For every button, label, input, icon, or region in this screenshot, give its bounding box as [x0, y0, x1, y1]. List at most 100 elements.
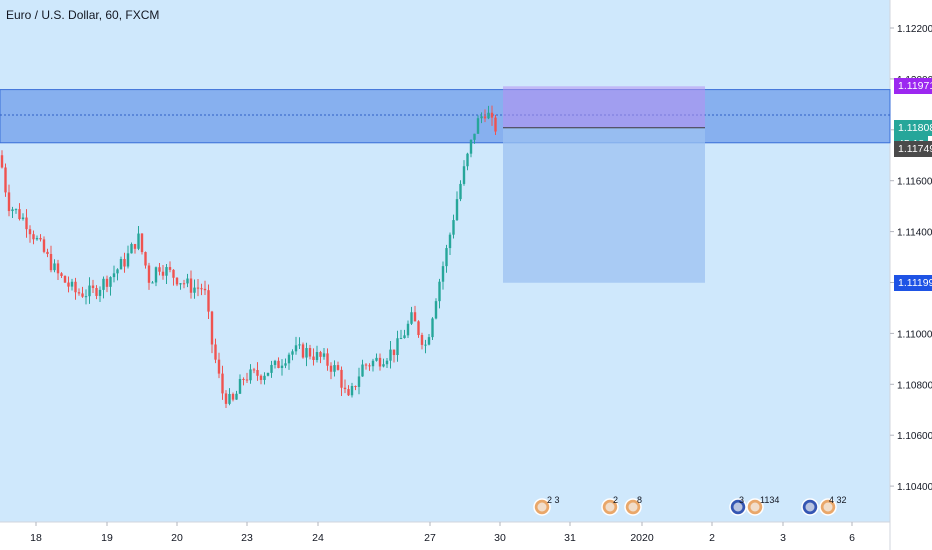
candle-up: [126, 253, 130, 267]
candle-down: [329, 365, 333, 372]
candle-down: [494, 117, 497, 132]
candle-up: [441, 266, 445, 282]
event-count-label: 2: [613, 495, 618, 505]
time-tick-label: 18: [30, 532, 42, 544]
event-flag-icon: [733, 502, 743, 512]
candle-up: [116, 269, 119, 274]
candle-up: [375, 357, 378, 361]
candle-down: [77, 292, 81, 294]
candle-down: [25, 217, 28, 230]
candle-up: [431, 318, 434, 338]
event-markers: 2 3 2 8 3 1134 4 32: [533, 495, 847, 516]
time-tick-label: 31: [564, 532, 576, 544]
candle-down: [200, 288, 203, 290]
candle-up: [35, 238, 39, 240]
candle-up: [294, 345, 298, 352]
time-tick-label: 20: [171, 532, 183, 544]
candle-up: [11, 209, 14, 212]
candle-down: [413, 312, 417, 322]
candle-up: [249, 369, 252, 381]
candle-down: [196, 287, 200, 289]
candle-up: [459, 183, 462, 200]
price-tick-label: 1.11000: [897, 329, 932, 340]
event-flag-icon: [537, 502, 547, 512]
time-tick-label: 24: [312, 532, 324, 544]
candle-up: [333, 365, 336, 372]
candle-down: [182, 283, 186, 285]
candle-up: [315, 352, 319, 360]
candle-up: [284, 363, 287, 366]
candle-up: [298, 344, 301, 346]
candle-down: [420, 335, 424, 345]
candle-down: [144, 252, 147, 266]
candle-up: [399, 338, 403, 340]
candle-up: [280, 365, 284, 368]
candle-down: [60, 273, 63, 276]
candle-up: [410, 312, 413, 324]
time-tick-label: 3: [780, 532, 786, 544]
event-count-label: 2 3: [547, 495, 560, 505]
price-tick-label: 1.11400: [897, 228, 932, 239]
candle-down: [256, 370, 259, 376]
event-count-label: 8: [637, 495, 642, 505]
candle-down: [343, 387, 347, 390]
candle-up: [235, 393, 238, 400]
time-axis-background: [0, 522, 890, 550]
candle-down: [4, 167, 7, 193]
candle-down: [32, 234, 35, 240]
candle-down: [378, 357, 382, 367]
candle-up: [151, 282, 154, 284]
event-count-label: 1134: [760, 495, 779, 505]
candle-up: [154, 267, 158, 283]
candle-up: [396, 338, 399, 356]
candle-up: [455, 199, 459, 221]
candle-up: [466, 153, 469, 167]
candle-down: [336, 365, 340, 370]
candle-down: [81, 293, 84, 297]
candle-down: [364, 364, 368, 366]
candle-up: [291, 351, 294, 355]
candle-down: [7, 192, 11, 212]
candle-down: [0, 155, 4, 168]
candle-down: [49, 253, 53, 271]
candle-up: [385, 360, 389, 365]
candle-down: [123, 258, 126, 267]
candle-down: [224, 393, 228, 404]
candle-up: [109, 277, 112, 287]
candle-up: [427, 337, 431, 345]
candle-up: [469, 139, 473, 154]
candle-up: [438, 281, 441, 302]
candle-up: [287, 354, 291, 364]
candle-up: [193, 287, 196, 293]
candle-down: [214, 344, 217, 360]
candle-up: [137, 233, 140, 249]
candle-up: [480, 116, 483, 119]
candle-down: [312, 356, 315, 360]
candle-up: [487, 112, 490, 119]
candle-up: [357, 376, 361, 387]
time-tick-label: 19: [101, 532, 113, 544]
candle-up: [228, 393, 231, 404]
symbol-title[interactable]: Euro / U.S. Dollar, 60, FXCM: [6, 8, 160, 22]
price-tick-label: 1.11600: [897, 177, 932, 188]
resistance-zone: [0, 89, 891, 144]
candle-up: [88, 285, 91, 297]
candle-down: [483, 116, 487, 119]
candle-down: [340, 369, 343, 388]
candle-down: [189, 278, 193, 293]
candle-up: [53, 263, 56, 271]
candle-down: [67, 282, 70, 287]
candle-down: [133, 244, 137, 249]
price-tick-label: 1.10800: [897, 380, 932, 391]
candle-down: [259, 375, 263, 380]
candle-up: [371, 360, 375, 367]
candle-down: [63, 275, 67, 283]
candle-down: [354, 386, 357, 388]
candle-up: [448, 234, 452, 249]
event-count-label: 4 32: [829, 495, 847, 505]
candle-up: [406, 323, 410, 336]
drawing-layer: [0, 89, 891, 144]
event-flag-icon: [750, 502, 760, 512]
stop-price-tag: 1.11199: [894, 274, 932, 291]
